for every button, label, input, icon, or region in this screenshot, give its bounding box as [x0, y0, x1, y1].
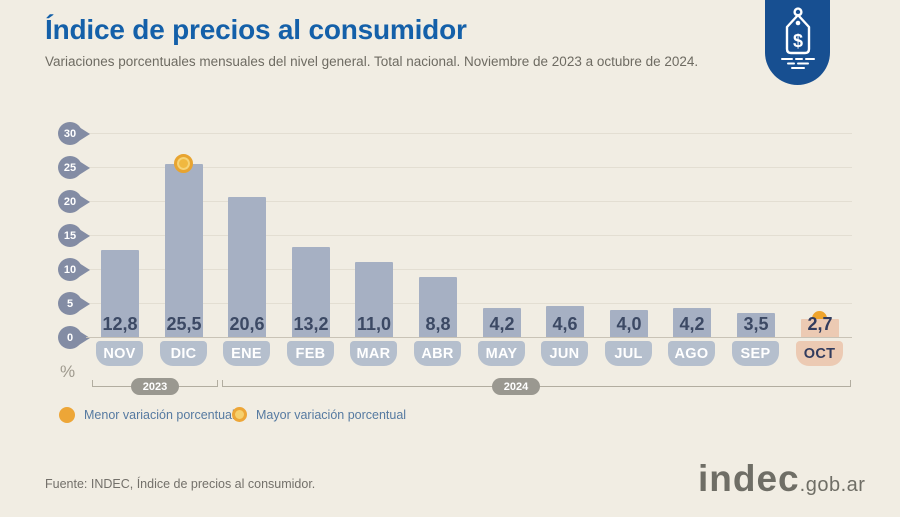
max-variation-marker-icon — [174, 154, 193, 173]
bar-value-abr: 8,8 — [425, 314, 451, 334]
indec-logo-text: indec — [698, 458, 800, 499]
ring-dot-icon — [232, 407, 247, 422]
bar-may — [483, 308, 521, 337]
bar-value-sep: 3,5 — [743, 314, 769, 334]
gridline-0 — [86, 337, 852, 338]
year-pill-2024: 2024 — [492, 378, 540, 395]
month-pill-may: MAY — [478, 341, 525, 366]
bar-value-feb: 13,2 — [293, 314, 329, 334]
bar-value-ene: 20,6 — [229, 314, 265, 334]
y-axis-tick-pin: 20 — [58, 190, 82, 213]
y-axis-tick-pin: 15 — [58, 224, 82, 247]
bar-mar — [355, 262, 393, 337]
bar-dic — [165, 164, 203, 337]
y-axis-tick-pin: 0 — [58, 326, 82, 349]
month-pill-ene: ENE — [223, 341, 270, 366]
y-axis-tick-pin: 10 — [58, 258, 82, 281]
min-variation-marker-icon — [812, 311, 827, 319]
bar-jun — [546, 306, 584, 337]
bar-jul — [610, 310, 648, 337]
bar-value-oct: 2,7 — [807, 314, 833, 334]
bar-value-may: 4,2 — [489, 314, 515, 334]
indec-logo: indec .gob.ar — [698, 458, 865, 500]
month-pill-nov: NOV — [96, 341, 143, 366]
price-tag-icon: $ — [780, 7, 815, 69]
month-pill-jun: JUN — [541, 341, 588, 366]
gridline-10 — [86, 269, 852, 270]
indec-logo-suffix: .gob.ar — [799, 474, 866, 496]
bar-oct — [801, 319, 839, 337]
y-axis-tick-pin: 30 — [58, 122, 82, 145]
y-axis-unit-label: % — [60, 362, 76, 381]
bar-ene — [228, 197, 266, 337]
legend-label-menor: Menor variación porcentual — [84, 408, 235, 422]
bar-value-dic: 25,5 — [166, 314, 202, 334]
page-title: Índice de precios al consumidor — [45, 14, 467, 45]
bar-value-jul: 4,0 — [616, 314, 642, 334]
bar-ago — [673, 308, 711, 337]
legend-label-mayor: Mayor variación porcentual — [256, 407, 407, 422]
month-pill-mar: MAR — [350, 341, 397, 366]
year-pill-2023: 2023 — [131, 378, 179, 395]
bar-value-nov: 12,8 — [102, 314, 138, 334]
month-pill-feb: FEB — [287, 341, 334, 366]
bar-feb — [292, 247, 330, 337]
bar-value-mar: 11,0 — [356, 314, 392, 334]
source-note: Fuente: INDEC, Índice de precios al cons… — [45, 477, 316, 491]
svg-text:$: $ — [792, 31, 802, 51]
gridline-30 — [86, 133, 852, 134]
gridline-20 — [86, 201, 852, 202]
bar-value-jun: 4,6 — [552, 314, 578, 334]
legend-item-mayor: Mayor variación porcentual — [232, 407, 406, 422]
page-subtitle: Variaciones porcentuales mensuales del n… — [45, 54, 699, 69]
gridline-25 — [86, 167, 852, 168]
month-pill-abr: ABR — [414, 341, 461, 366]
y-axis-tick-pin: 5 — [58, 292, 82, 315]
month-pill-oct: OCT — [796, 341, 843, 366]
month-pill-sep: SEP — [732, 341, 779, 366]
price-tag-badge: $ — [765, 0, 830, 85]
y-axis-tick-pin: 25 — [58, 156, 82, 179]
gridline-15 — [86, 235, 852, 236]
solid-dot-icon — [59, 407, 75, 423]
bar-abr — [419, 277, 457, 337]
bar-nov — [101, 250, 139, 337]
bar-sep — [737, 313, 775, 337]
month-pill-dic: DIC — [160, 341, 207, 366]
month-pill-ago: AGO — [668, 341, 715, 366]
month-pill-jul: JUL — [605, 341, 652, 366]
legend-item-menor: Menor variación porcentual — [59, 407, 235, 423]
bar-value-ago: 4,2 — [679, 314, 705, 334]
gridline-5 — [86, 303, 852, 304]
